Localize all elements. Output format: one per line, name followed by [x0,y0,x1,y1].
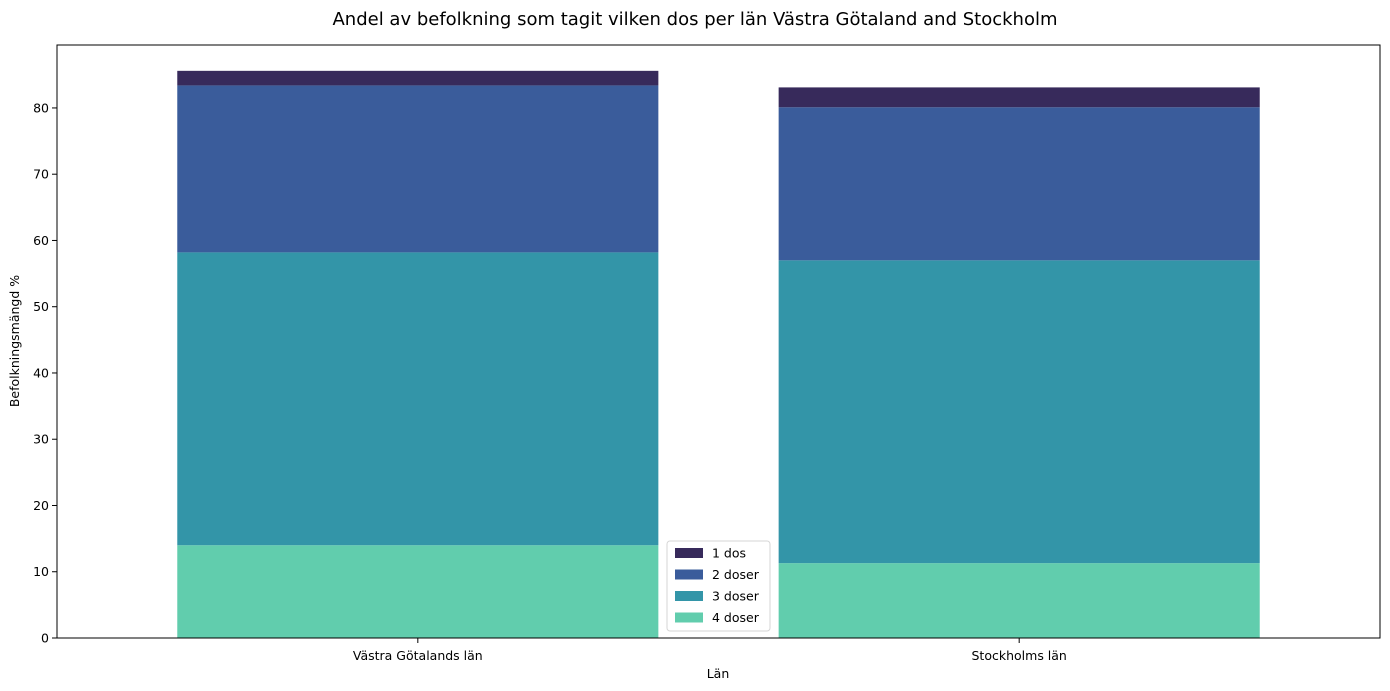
y-tick-label: 30 [33,432,49,447]
plot-frame [56,44,1381,639]
y-tick-label: 20 [33,498,49,513]
legend-swatch-4-doser [675,612,703,623]
x-tick-label: Västra Götalands län [353,648,483,663]
bar-vastra-gotalands-lan-4-doser [177,545,659,638]
y-tick-label: 70 [33,167,49,182]
bar-vastra-gotalands-lan-3-doser [177,252,659,546]
y-tick-label: 0 [41,631,49,646]
legend-swatch-2-doser [675,569,703,580]
y-tick-label: 40 [33,365,49,380]
y-axis-label: Befolkningsmängd % [7,275,22,407]
legend-box [666,540,771,632]
y-tick-label: 80 [33,100,49,115]
bar-stockholms-lan-4-doser [778,563,1260,638]
x-axis-label: Län [707,666,730,681]
y-tick-label: 50 [33,299,49,314]
legend-label-2-doser: 2 doser [712,567,760,582]
bar-stockholms-lan-3-doser [778,260,1260,564]
bar-vastra-gotalands-lan-1-dos [177,70,659,86]
chart-title: Andel av befolkning som tagit vilken dos… [332,9,1057,30]
x-axis: Västra Götalands län Stockholms län [353,638,1067,663]
legend-label-4-doser: 4 doser [712,610,760,625]
legend-label-1-dos: 1 dos [712,546,746,561]
legend-label-3-doser: 3 doser [712,589,760,604]
y-tick-label: 10 [33,564,49,579]
legend-swatch-3-doser [675,591,703,601]
x-tick-label: Stockholms län [972,648,1067,663]
legend-swatch-1-dos [675,548,703,558]
bar-stockholms-lan-1-dos [778,87,1260,108]
bar-stockholms-lan-2-doser [778,107,1260,261]
y-axis: 0 10 20 30 40 50 60 70 80 [33,100,57,646]
bars-layer [177,70,1260,638]
y-tick-label: 60 [33,233,49,248]
bar-vastra-gotalands-lan-2-doser [177,85,659,253]
legend: 1 dos 2 doser 3 doser 4 doser [666,540,771,632]
